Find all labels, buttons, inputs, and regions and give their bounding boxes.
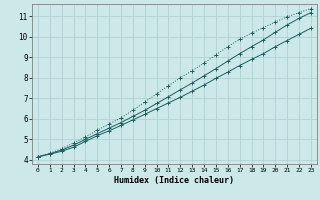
X-axis label: Humidex (Indice chaleur): Humidex (Indice chaleur) (115, 176, 234, 185)
